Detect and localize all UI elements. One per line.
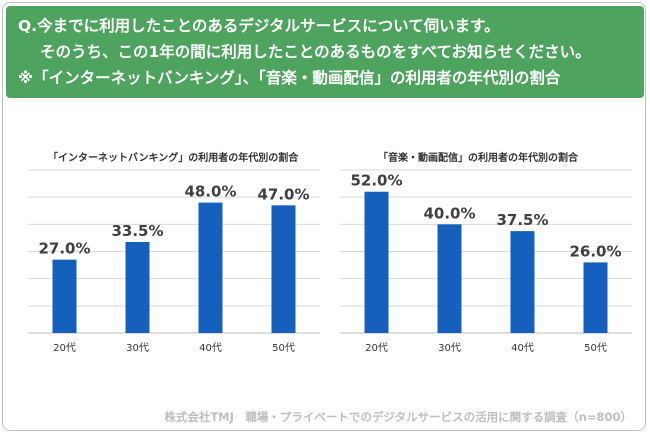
data-label: 27.0% (38, 240, 90, 258)
bar-40代 (198, 202, 223, 333)
question-line-1: Q.今までに利用したことのあるデジタルサービスについて伺います。 (18, 17, 500, 35)
chart-1: 27.0% 20代 33.5% 30代 48.0% 40代 47.0% 50代 (28, 169, 320, 354)
chart-title-music-video: 「音楽・動画配信」の利用者の年代別の割合 (378, 153, 578, 164)
chart-title-internet-banking: 「インターネットバンキング」の利用者の年代別の割合 (48, 153, 299, 164)
bar-30代 (437, 224, 462, 333)
category-label: 20代 (53, 342, 76, 354)
bar-30代 (125, 241, 150, 333)
category-label: 50代 (584, 342, 607, 354)
chart-2: 52.0% 20代 40.0% 30代 37.5% 40代 26.0% 50代 (340, 169, 632, 354)
data-label: 47.0% (257, 185, 309, 203)
bar-50代 (271, 205, 296, 333)
footer-source: 株式会社TMJ 職場・プライベートでのデジタルサービスの活用に関する調査（n=8… (164, 410, 632, 424)
category-label: 40代 (199, 342, 222, 354)
bar-50代 (583, 262, 608, 333)
category-label: 30代 (438, 342, 461, 354)
category-label: 40代 (511, 342, 534, 354)
bar-40代 (510, 231, 535, 333)
outer-frame (2, 2, 646, 431)
category-label: 30代 (126, 342, 149, 354)
bar-20代 (364, 191, 389, 333)
data-label: 48.0% (184, 183, 236, 201)
data-label: 33.5% (111, 222, 163, 240)
data-label: 26.0% (569, 242, 621, 260)
category-label: 50代 (272, 342, 295, 354)
data-label: 40.0% (423, 204, 475, 222)
question-line-2: そのうち、この1年の間に利用したことのあるものをすべてお知らせください。 (40, 43, 591, 61)
question-banner (6, 6, 644, 98)
question-line-3: ※「インターネットバンキング」、「音楽・動画配信」の利用者の年代別の割合 (18, 69, 561, 87)
data-label: 52.0% (350, 172, 402, 190)
category-label: 20代 (365, 342, 388, 354)
bar-20代 (52, 259, 77, 333)
data-label: 37.5% (496, 211, 548, 229)
